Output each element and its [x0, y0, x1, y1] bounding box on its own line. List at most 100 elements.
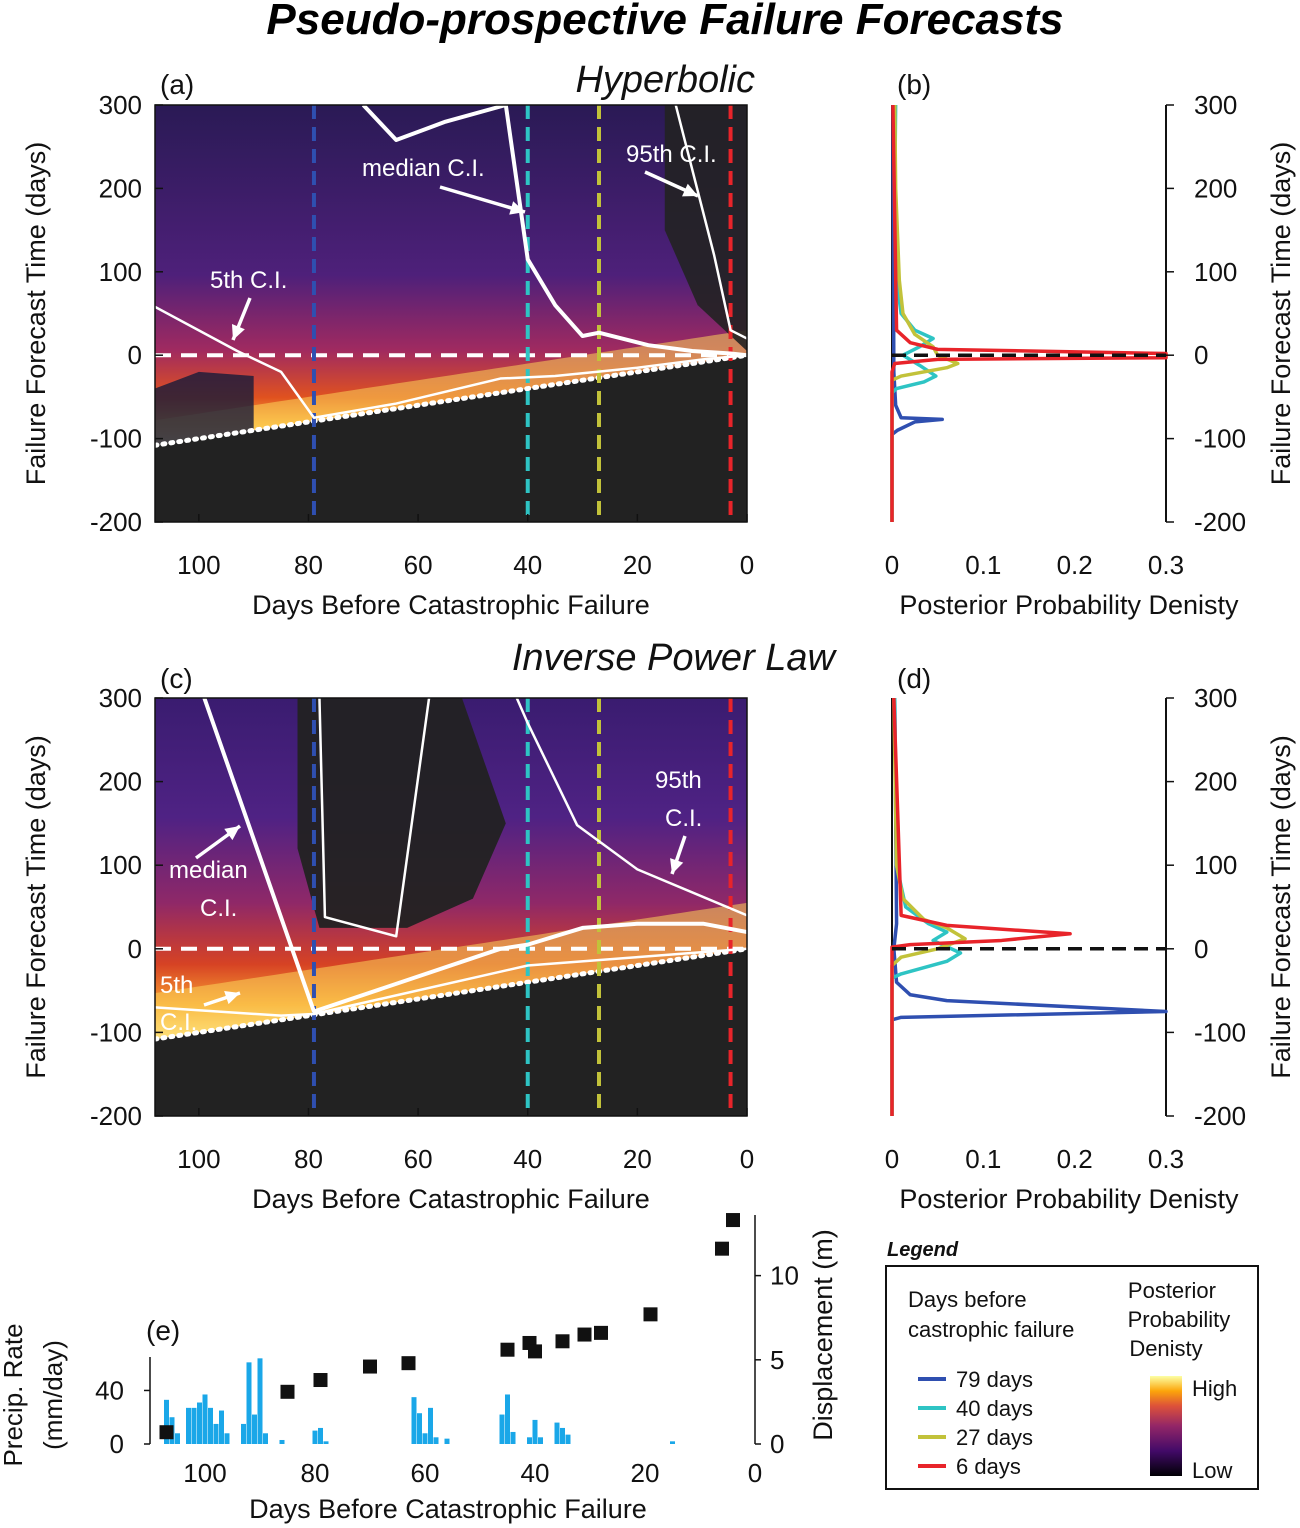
figure-title: Pseudo-prospective Failure Forecasts [266, 0, 1063, 44]
precip-bar [318, 1427, 323, 1444]
lower-bound-line [155, 946, 747, 1042]
y-tick-label: 300 [1194, 90, 1237, 120]
precip-bar [312, 1430, 318, 1444]
density-line-79-days [890, 104, 944, 522]
panel-label: (c) [160, 663, 193, 694]
precip-bar [560, 1427, 565, 1444]
precip-bar [241, 1423, 246, 1444]
x-tick-label: 60 [404, 550, 433, 580]
panel-subtitle: Hyperbolic [575, 59, 755, 101]
precip-bar [175, 1433, 180, 1444]
displacement-point [401, 1356, 416, 1371]
precip-bar [208, 1407, 213, 1444]
y-axis-label: Precip. Rate [0, 1323, 28, 1466]
ci-median-line [361, 105, 747, 358]
precip-bar [246, 1362, 252, 1444]
precip-bar [538, 1437, 543, 1444]
x-tick-label: 100 [177, 550, 220, 580]
heatmap-low-region [664, 105, 747, 352]
precip-bar [444, 1438, 450, 1444]
y2-tick-label: 0 [770, 1429, 784, 1459]
y-axis-label: Failure Forecast Time (days) [1266, 735, 1296, 1079]
precip-bar [422, 1433, 428, 1444]
annotation-median-arrow-head [224, 826, 240, 841]
y2-tick-label: 5 [770, 1345, 784, 1375]
precip-bar [213, 1423, 219, 1444]
annotation-median: median C.I. [362, 155, 485, 182]
panel-subtitle: Inverse Power Law [512, 637, 838, 679]
plot-frame [154, 697, 748, 1117]
displacement-point [363, 1359, 377, 1374]
heatmap-low-region-left [155, 371, 254, 446]
y2-axis-label: Displacement (m) [808, 1229, 838, 1441]
y2-tick-label: 10 [770, 1261, 799, 1291]
precip-bar [191, 1407, 197, 1444]
legend-item-label: 6 days [956, 1454, 1021, 1479]
annotation-5th: 5th C.I. [210, 267, 287, 294]
precip-bar [263, 1433, 268, 1444]
x-tick-label: 40 [513, 550, 542, 580]
y-tick-label: 200 [99, 173, 142, 203]
ci-median-line [202, 698, 747, 1014]
legend-high-label: High [1192, 1376, 1237, 1401]
heatmap-field [155, 698, 747, 1116]
legend-title: Legend [887, 1239, 959, 1261]
x-tick-label: 80 [294, 1144, 323, 1174]
precip-bar [323, 1441, 329, 1444]
panel-label: (a) [160, 69, 194, 100]
displacement-point [726, 1213, 740, 1228]
annotation-95th: 95th C.I. [626, 141, 717, 168]
y-tick-label: -100 [1194, 424, 1246, 454]
x-axis-label: Posterior Probability Denisty [899, 1184, 1239, 1214]
precip-bar [554, 1422, 560, 1444]
annotation-95th-arrow-head [682, 183, 698, 197]
annotation-95th: 95th [655, 767, 702, 794]
annotation-5th-arrow-head [224, 990, 240, 1005]
panel-d: 0 0.1 0.2 0.3 300 200 100 0 -100 -200 Posterior Pr… [885, 663, 1296, 1214]
x-axis-label: Days Before Catastrophic Failure [249, 1494, 647, 1524]
x-tick-label: 0 [740, 1144, 754, 1174]
precip-bar [411, 1397, 417, 1444]
annotation-median-arrow [439, 185, 526, 214]
x-tick-label: 20 [631, 1458, 660, 1488]
y-tick-label: 300 [99, 683, 142, 713]
precip-bar [565, 1434, 571, 1444]
density-line-6-days [890, 697, 1072, 1116]
displacement-point [528, 1344, 542, 1359]
annotation-95th-2: C.I. [665, 805, 702, 832]
y-tick-label: 200 [1194, 767, 1237, 797]
annotation-95th-arrow-head [670, 858, 684, 874]
precip-bar [499, 1414, 505, 1444]
y-tick-label: 200 [99, 767, 142, 797]
precip-bar [164, 1399, 169, 1444]
y-tick-label: 0 [110, 1429, 124, 1459]
density-line-79-days [890, 697, 1168, 1116]
x-tick-label: 0.1 [965, 550, 1001, 580]
ci-95th-early-line [318, 698, 431, 938]
legend-low-label: Low [1192, 1458, 1232, 1483]
y-tick-label: -200 [1194, 1101, 1246, 1131]
annotation-5th-2: C.I. [160, 1009, 197, 1036]
x-tick-label: 0 [885, 550, 899, 580]
x-tick-label: 0 [748, 1458, 762, 1488]
legend-box [885, 1265, 1259, 1490]
x-tick-label: 40 [513, 1144, 542, 1174]
x-tick-label: 0.2 [1057, 1144, 1093, 1174]
precip-bar [257, 1358, 263, 1444]
x-tick-label: 20 [623, 550, 652, 580]
precip-bar [417, 1413, 422, 1444]
panel-label: (d) [897, 663, 931, 694]
legend-colorbar-heading: Posterior Probability Denisty [1128, 1278, 1237, 1361]
y-tick-label: 40 [95, 1375, 124, 1405]
precip-bar [532, 1419, 538, 1444]
x-tick-label: 60 [404, 1144, 433, 1174]
y-tick-label: -200 [90, 1101, 142, 1131]
density-line-6-days [890, 104, 1168, 522]
precip-bar [433, 1437, 439, 1444]
annotation-median: median [169, 857, 248, 884]
x-tick-label: 0.1 [965, 1144, 1001, 1174]
precip-bar [252, 1414, 257, 1444]
y-tick-label: -200 [90, 507, 142, 537]
